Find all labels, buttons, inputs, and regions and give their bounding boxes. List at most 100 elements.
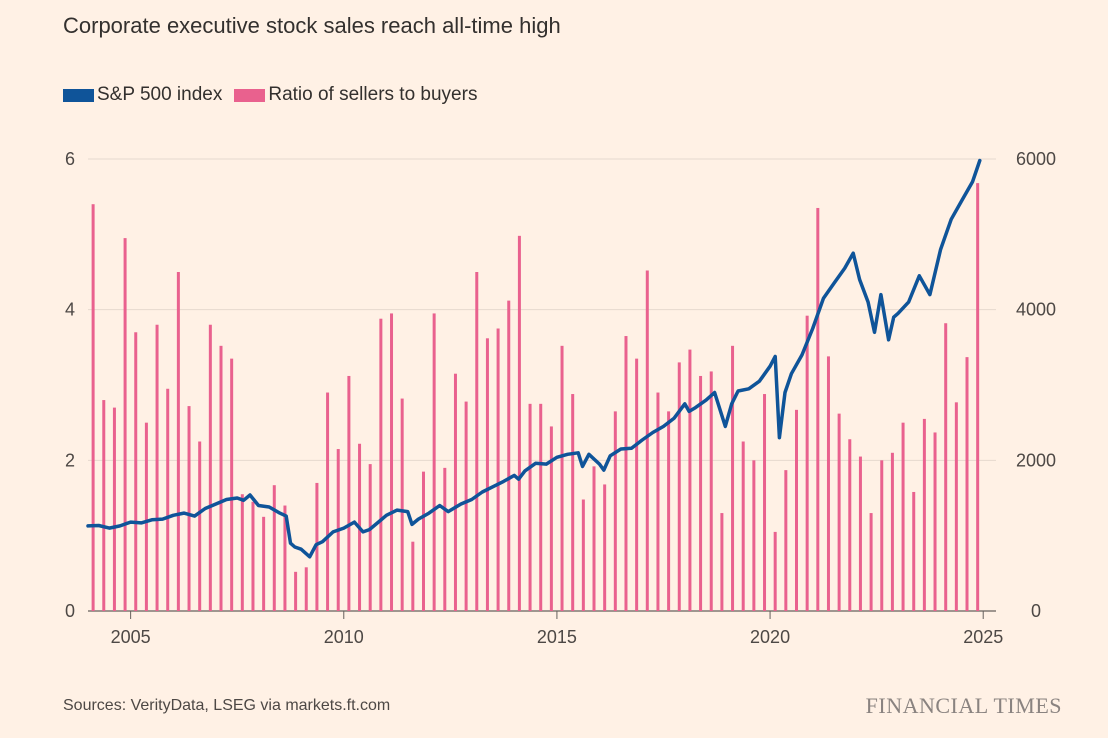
ratio-bar [294, 571, 298, 611]
ratio-bar [347, 375, 351, 611]
ratio-bar [645, 270, 649, 611]
y-left-tick-label: 4 [65, 300, 75, 320]
ratio-bar [880, 460, 884, 611]
ratio-bar [112, 407, 116, 611]
ratio-bar [176, 272, 180, 611]
legend-label-sp500: S&P 500 index [97, 84, 223, 105]
ratio-bar [411, 541, 415, 611]
ratio-bar [901, 422, 905, 611]
ratio-bar [805, 315, 809, 611]
ratio-bar [166, 388, 170, 611]
ratio-bar [752, 460, 756, 611]
ratio-bar [592, 466, 596, 611]
y-left-tick-label: 2 [65, 450, 75, 470]
ratio-bar [326, 392, 330, 611]
y-right-tick-label: 4000 [1016, 300, 1056, 320]
ratio-bar [198, 441, 202, 611]
y-left-tick-label: 6 [65, 149, 75, 169]
ft-logo: FINANCIAL TIMES [865, 693, 1062, 718]
ratio-bar [667, 411, 671, 611]
ratio-bar [965, 357, 969, 611]
ratio-bar [443, 467, 447, 611]
x-tick-label: 2015 [537, 627, 577, 647]
legend: S&P 500 index Ratio of sellers to buyers [63, 84, 489, 106]
ratio-bar [528, 403, 532, 611]
legend-swatch-sp500 [63, 88, 94, 102]
ratio-bar [379, 318, 383, 611]
ratio-bar [933, 432, 937, 611]
ratio-bar [219, 345, 223, 611]
ratio-bar [581, 499, 585, 611]
ratio-bar [922, 418, 926, 611]
ratio-bar [848, 439, 852, 611]
ratio-bar [102, 400, 106, 611]
ratio-bar [709, 371, 713, 611]
ratio-bar [603, 484, 607, 611]
ratio-bar [315, 482, 319, 611]
legend-swatch-ratio [234, 88, 266, 102]
ratio-bar [560, 345, 564, 611]
ratio-bar [912, 491, 916, 611]
ratio-bar [432, 313, 436, 611]
ratio-bar [731, 345, 735, 611]
ratio-bar [720, 513, 724, 611]
x-tick-label: 2020 [750, 627, 790, 647]
ratio-bar [976, 183, 980, 611]
ratio-bar [368, 464, 372, 611]
ratio-bar [475, 272, 479, 611]
ratio-bar [773, 531, 777, 611]
ratio-bar [208, 324, 212, 611]
ratio-bar [240, 494, 244, 611]
ratio-bar [624, 336, 628, 611]
ratio-bar [453, 373, 457, 611]
ratio-bar [517, 235, 521, 611]
ratio-bar [763, 394, 767, 611]
ratio-bar [677, 362, 681, 611]
ratio-bar [304, 567, 308, 611]
ratio-bar [613, 411, 617, 611]
ratio-bar [954, 402, 958, 611]
ratio-bar [816, 207, 820, 611]
chart-title: Corporate executive stock sales reach al… [63, 13, 561, 38]
ratio-bar [571, 394, 575, 611]
ratio-bar [741, 441, 745, 611]
source-note: Sources: VerityData, LSEG via markets.ft… [63, 697, 391, 714]
ratio-bar [485, 338, 489, 611]
x-tick-label: 2010 [324, 627, 364, 647]
ratio-bar [549, 426, 553, 611]
ratio-bar [635, 358, 639, 611]
ratio-bar [890, 452, 894, 611]
ratio-bar [858, 456, 862, 611]
ratio-bar [134, 332, 138, 611]
y-right-tick-label: 2000 [1016, 450, 1056, 470]
legend-label-ratio: Ratio of sellers to buyers [268, 84, 478, 105]
ratio-bar [784, 470, 788, 611]
ratio-bar [539, 403, 543, 611]
ratio-bar [230, 358, 234, 611]
ratio-bar [699, 375, 703, 611]
sp500-line [86, 158, 982, 559]
y-left-tick-label: 0 [65, 601, 75, 621]
ratio-bar [507, 300, 511, 611]
ratio-bar [837, 413, 841, 611]
legend-item-ratio: Ratio of sellers to buyers [234, 84, 477, 106]
ratio-bar [283, 505, 287, 611]
ratio-bar [400, 398, 404, 611]
ratio-bar [123, 238, 127, 611]
ratio-bar [390, 313, 394, 611]
ratio-bar [262, 516, 266, 611]
ratio-bar [464, 401, 468, 611]
y-right-tick-label: 6000 [1016, 149, 1056, 169]
ratio-bar [688, 349, 692, 611]
x-tick-label: 2025 [963, 627, 1003, 647]
ratio-bar [421, 471, 425, 611]
ratio-bar [155, 324, 159, 611]
ratio-bar [187, 406, 191, 611]
ratio-bar [869, 513, 873, 611]
y-right-tick-label: 0 [1031, 601, 1041, 621]
ratio-bar [144, 422, 148, 611]
ratio-bar [272, 485, 276, 611]
ratio-bar [656, 392, 660, 611]
ratio-bar [496, 328, 500, 611]
